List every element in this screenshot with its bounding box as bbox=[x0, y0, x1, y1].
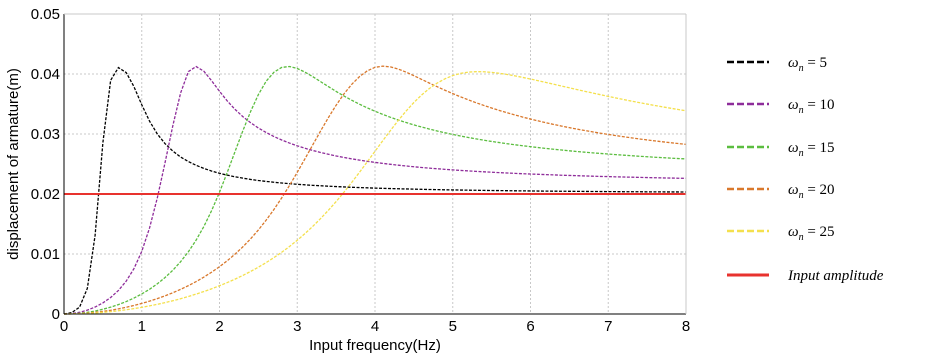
series-line-1 bbox=[63, 66, 687, 315]
axes-frame bbox=[63, 13, 687, 315]
grid-lines bbox=[64, 14, 686, 314]
x-tick-label: 3 bbox=[293, 318, 301, 335]
x-tick-label: 1 bbox=[138, 318, 146, 335]
x-tick-label: 6 bbox=[526, 318, 534, 335]
legend-label: Input amplitude bbox=[787, 268, 884, 284]
legend-label: ωn = 15 bbox=[788, 140, 835, 159]
y-tick-label: 0.03 bbox=[31, 126, 60, 143]
x-tick-label: 0 bbox=[60, 318, 68, 335]
legend: ωn = 5 ωn = 10 ωn = 15 ωn = 20 ωn = 25 Input … bbox=[727, 55, 884, 284]
y-tick-label: 0.04 bbox=[31, 66, 60, 83]
series-group bbox=[63, 65, 687, 315]
series-line-5 bbox=[63, 71, 687, 315]
x-tick-label: 5 bbox=[449, 318, 457, 335]
y-tick-label: 0 bbox=[52, 306, 60, 323]
y-axis-label: displacement of armature(m) bbox=[5, 68, 22, 260]
legend-label: ωn = 5 bbox=[788, 55, 827, 74]
x-tick-label: 4 bbox=[371, 318, 379, 335]
series-line-4 bbox=[63, 65, 687, 315]
x-tick-label: 7 bbox=[604, 318, 612, 335]
x-tick-label: 8 bbox=[682, 318, 690, 335]
legend-label: ωn = 10 bbox=[788, 97, 835, 116]
y-tick-label: 0.01 bbox=[31, 246, 60, 263]
legend-label: ωn = 20 bbox=[788, 182, 835, 201]
x-tick-label: 2 bbox=[215, 318, 223, 335]
y-tick-label: 0.02 bbox=[31, 186, 60, 203]
series-line-2 bbox=[63, 65, 687, 315]
y-tick-label: 0.05 bbox=[31, 6, 60, 23]
series-line-3 bbox=[63, 65, 687, 315]
tick-labels: 0 1 2 3 4 5 6 7 8 0 0.01 0.02 0.03 0.04 0.05 bbox=[31, 6, 690, 335]
x-axis-label: Input frequency(Hz) bbox=[309, 337, 441, 354]
legend-label: ωn = 25 bbox=[788, 224, 835, 243]
